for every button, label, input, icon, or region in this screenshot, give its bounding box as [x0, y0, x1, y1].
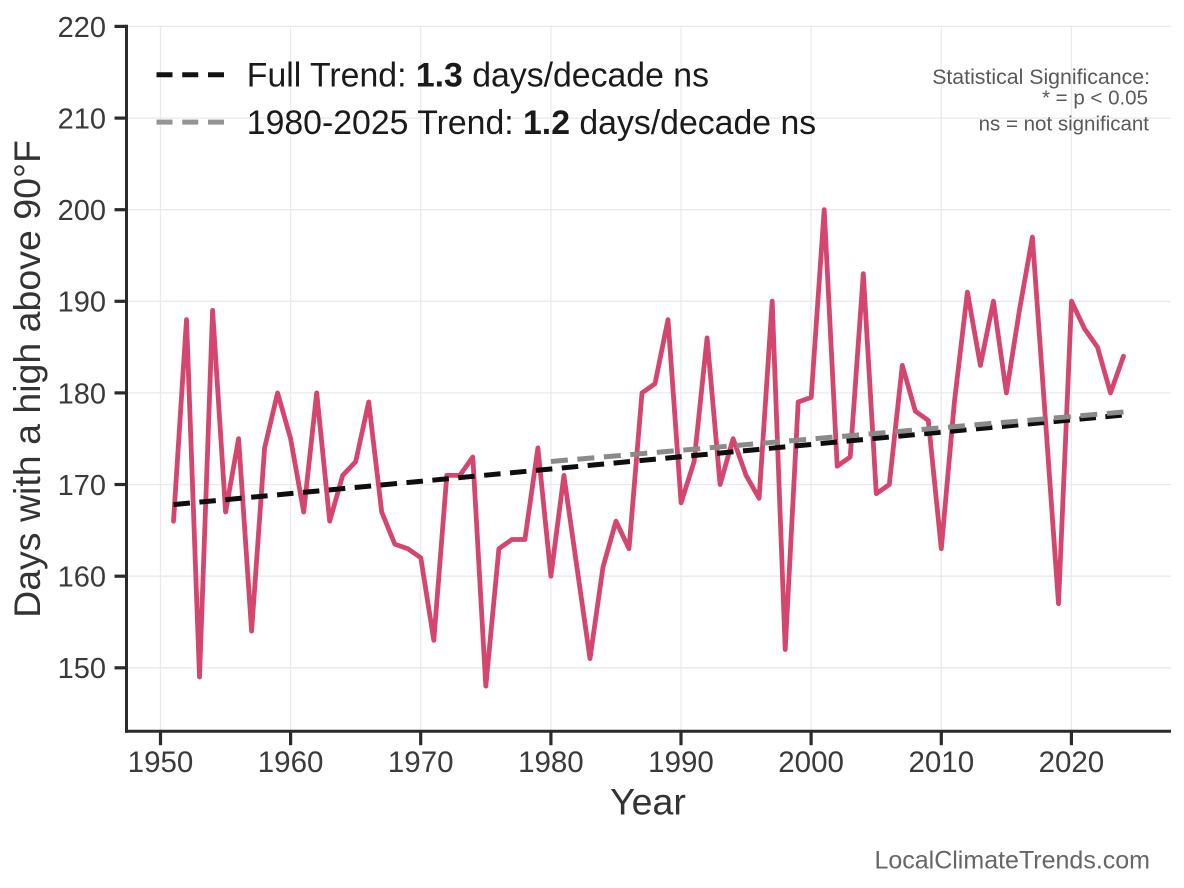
svg-text:220: 220	[58, 12, 106, 44]
svg-text:1980-2025 Trend: 1.2 days/deca: 1980-2025 Trend: 1.2 days/decade ns	[247, 104, 816, 142]
svg-text:190: 190	[58, 287, 106, 319]
svg-text:2020: 2020	[1039, 746, 1105, 779]
svg-text:150: 150	[58, 653, 106, 685]
svg-text:Full Trend: 1.3 days/decade ns: Full Trend: 1.3 days/decade ns	[247, 57, 709, 95]
svg-text:200: 200	[58, 195, 106, 227]
svg-text:1950: 1950	[128, 746, 194, 779]
svg-text:1970: 1970	[388, 746, 454, 779]
svg-text:ns = not significant: ns = not significant	[979, 113, 1150, 136]
svg-text:1990: 1990	[648, 746, 714, 779]
svg-text:2000: 2000	[778, 746, 844, 779]
svg-text:160: 160	[58, 562, 106, 594]
svg-text:Statistical Significance:: Statistical Significance:	[932, 65, 1150, 89]
svg-text:210: 210	[58, 104, 106, 136]
svg-text:170: 170	[58, 470, 106, 502]
svg-text:Days with a high above 90°F: Days with a high above 90°F	[6, 140, 48, 618]
svg-text:2010: 2010	[908, 746, 974, 779]
svg-text:1980: 1980	[518, 746, 584, 779]
svg-text:1960: 1960	[258, 746, 324, 779]
svg-text:180: 180	[58, 378, 106, 410]
svg-text:LocalClimateTrends.com: LocalClimateTrends.com	[874, 847, 1150, 875]
svg-text:Year: Year	[610, 781, 686, 823]
svg-text:* = p < 0.05: * = p < 0.05	[1042, 87, 1148, 110]
